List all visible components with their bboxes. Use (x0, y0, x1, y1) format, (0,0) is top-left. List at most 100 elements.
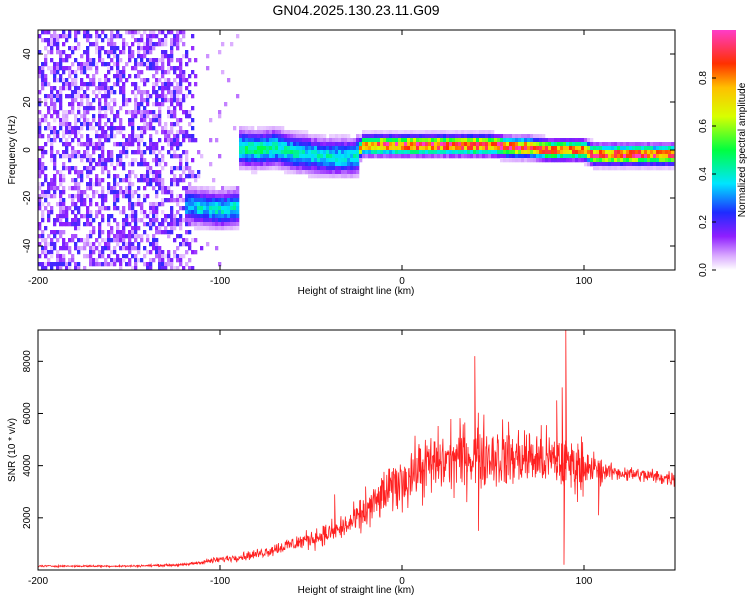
spectrogram-cell (182, 94, 186, 99)
spectrogram-cell (395, 142, 399, 147)
spectrogram-cell (59, 198, 63, 203)
spectrogram-cell (74, 34, 78, 39)
spectrogram-cell (173, 138, 177, 143)
spectrogram-cell (179, 218, 183, 223)
spectrogram-cell (407, 150, 411, 155)
spectrogram-cell (41, 74, 45, 79)
spectrogram-cell (671, 142, 675, 147)
spectrogram-cell (338, 150, 342, 155)
spectrogram-cell (437, 138, 441, 143)
spectrogram-cell (140, 98, 144, 103)
spectrogram-cell (194, 206, 198, 211)
spectrogram-cell (92, 150, 96, 155)
spectrogram-cell (233, 190, 237, 195)
spectrogram-cell (386, 130, 390, 135)
spectrogram-cell (50, 182, 54, 187)
spectrogram-cell (200, 222, 204, 227)
spectrogram-cell (311, 166, 315, 171)
spectrogram-cell (119, 178, 123, 183)
spectrogram-cell (251, 150, 255, 155)
spectrogram-cell (299, 170, 303, 175)
spectrogram-cell (155, 214, 159, 219)
spectrogram-cell (47, 110, 51, 115)
spectrogram-cell (227, 222, 231, 227)
spectrogram-cell (302, 150, 306, 155)
spectrogram-cell (344, 138, 348, 143)
spectrogram-cell (365, 138, 369, 143)
spectrogram-cell (305, 134, 309, 139)
spectrogram-cell (131, 42, 135, 47)
spectrogram-cell (140, 210, 144, 215)
spectrogram-cell (137, 106, 141, 111)
spectrogram-cell (92, 142, 96, 147)
spectrogram-cell (599, 142, 603, 147)
spectrogram-cell (356, 154, 360, 159)
spectrogram-cell (59, 234, 63, 239)
spectrogram-cell (50, 146, 54, 151)
spectrogram-cell (218, 222, 222, 227)
spectrogram-cell (326, 150, 330, 155)
spectrogram-cell (161, 90, 165, 95)
spectrogram-cell (146, 234, 150, 239)
spectrogram-cell (149, 94, 153, 99)
spectrogram-cell (128, 98, 132, 103)
spectrogram-cell (71, 82, 75, 87)
spectrogram-cell (572, 146, 576, 151)
spectrogram-cell (194, 74, 198, 79)
spectrogram-cell (308, 170, 312, 175)
spectrogram-cell (113, 194, 117, 199)
spectrogram-cell (65, 210, 69, 215)
spectrogram-cell (74, 262, 78, 267)
spectrogram-cell (605, 146, 609, 151)
spectrogram-cell (95, 134, 99, 139)
spectrogram-cell (71, 178, 75, 183)
spectrogram-cell (125, 102, 129, 107)
spectrogram-cell (503, 138, 507, 143)
spectrogram-cell (254, 142, 258, 147)
spectrogram-cell (266, 138, 270, 143)
spectrogram-cell (173, 250, 177, 255)
spectrogram-cell (107, 158, 111, 163)
spectrogram-cell (98, 34, 102, 39)
spectrogram-cell (44, 118, 48, 123)
spectrogram-cell (146, 182, 150, 187)
spectrogram-cell (68, 206, 72, 211)
spectrogram-cell (173, 142, 177, 147)
spectrogram-cell (341, 170, 345, 175)
spectrogram-cell (317, 162, 321, 167)
spectrogram-cell (71, 50, 75, 55)
spectrogram-cell (407, 146, 411, 151)
spectrogram-cell (311, 146, 315, 151)
spectrogram-cell (131, 110, 135, 115)
spectrogram-cell (206, 210, 210, 215)
spectrogram-cell (188, 90, 192, 95)
spectrogram-cell (440, 146, 444, 151)
spectrogram-cell (86, 186, 90, 191)
spectrogram-cell (44, 62, 48, 67)
spectrogram-cell (134, 138, 138, 143)
spectrogram-cell (86, 242, 90, 247)
spectrogram-cell (176, 254, 180, 259)
spectrogram-cell (80, 142, 84, 147)
spectrogram-cell (107, 170, 111, 175)
spectrogram-cell (62, 166, 66, 171)
spectrogram-cell (368, 138, 372, 143)
spectrogram-cell (626, 162, 630, 167)
spectrogram-cell (185, 94, 189, 99)
spectrogram-cell (164, 218, 168, 223)
spectrogram-cell (137, 86, 141, 91)
spectrogram-cell (44, 190, 48, 195)
spectrogram-cell (245, 154, 249, 159)
spectrogram-cell (332, 166, 336, 171)
spectrogram-cell (62, 58, 66, 63)
spectrogram-cell (38, 130, 42, 135)
spectrogram-cell (623, 154, 627, 159)
spectrogram-cell (509, 134, 513, 139)
spectrogram-cell (401, 150, 405, 155)
spectrogram-cell (173, 154, 177, 159)
spectrogram-cell (224, 214, 228, 219)
spectrogram-cell (167, 90, 171, 95)
spectrogram-cell (428, 142, 432, 147)
spectrogram-cell (257, 142, 261, 147)
spectrogram-cell (173, 42, 177, 47)
